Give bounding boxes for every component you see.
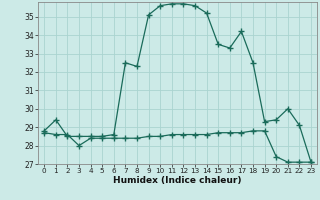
X-axis label: Humidex (Indice chaleur): Humidex (Indice chaleur) [113,176,242,185]
